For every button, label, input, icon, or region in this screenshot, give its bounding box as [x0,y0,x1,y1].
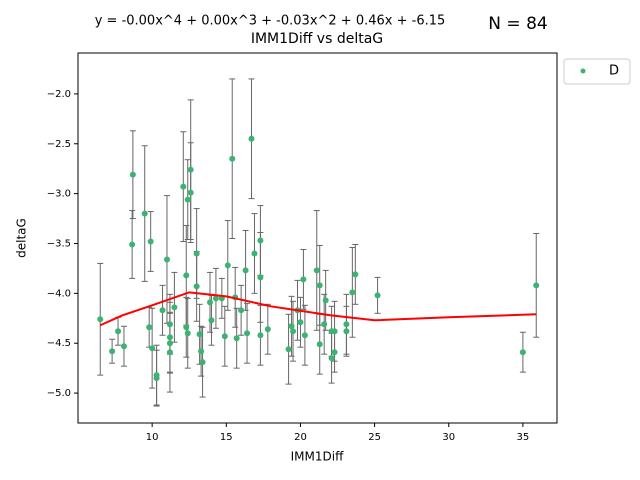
point [322,297,329,304]
y-tick-label: −2.0 [47,89,71,100]
legend [563,58,631,85]
x-tick-label: 35 [517,432,530,443]
point [208,317,215,324]
point [109,348,116,355]
x-axis-label: IMM1Diff [291,450,344,464]
y-tick-label: −5.0 [47,388,71,399]
point [180,183,187,190]
point [193,250,200,257]
point [331,349,338,356]
point [184,330,191,337]
point [129,241,136,248]
point [244,330,251,337]
point [251,250,258,257]
point [120,343,127,350]
point [166,349,173,356]
point [290,328,297,335]
point [297,319,304,326]
point [264,326,271,333]
point [349,289,356,296]
point [212,295,219,302]
point [159,307,166,314]
point [163,256,170,263]
point [183,324,190,331]
point [166,340,173,347]
point [196,331,203,338]
point [229,155,236,162]
point [238,307,245,314]
point [115,328,122,335]
axes-frame [77,52,558,424]
point [257,274,264,281]
legend-marker [580,68,586,74]
chart-title: IMM1Diff vs deltaG [251,31,383,47]
y-tick-label: −3.0 [47,189,71,200]
point [352,271,359,278]
point [343,321,350,328]
point [146,324,153,331]
x-tick-label: 25 [368,432,381,443]
point [316,341,323,348]
point [206,299,213,306]
point [301,332,308,339]
point [141,210,148,217]
point [187,166,194,173]
point [198,348,205,355]
plot-area [97,78,540,407]
point [533,282,540,289]
point [343,328,350,335]
point [184,196,191,203]
point [221,333,228,340]
y-tick-label: −4.5 [47,338,71,349]
point [129,171,136,178]
point [374,292,381,299]
point [233,335,240,342]
fit-line [99,291,537,327]
y-tick-label: −2.5 [47,139,71,150]
point [153,375,160,382]
point [97,316,104,323]
point [166,334,173,341]
point [199,359,206,366]
point [313,267,320,274]
x-tick-label: 15 [220,432,233,443]
point [183,272,190,279]
x-tick-label: 30 [442,432,455,443]
point [316,282,323,289]
point [331,328,338,335]
point [257,332,264,339]
y-tick-label: −3.5 [47,238,71,249]
point [193,283,200,290]
x-tick-label: 20 [294,432,307,443]
y-axis-label: deltaG [15,218,29,258]
point [328,355,335,362]
y-tick-label: −4.0 [47,288,71,299]
point [242,267,249,274]
point [321,321,328,328]
equation: y = -0.00x^4 + 0.00x^3 + -0.03x^2 + 0.46… [95,14,446,29]
point [187,189,194,196]
legend-label: D [609,64,619,79]
count-label: N = 84 [488,14,547,34]
point [285,346,292,353]
point [248,135,255,142]
point [224,262,231,269]
point [257,237,264,244]
point [288,323,295,330]
point [519,349,526,356]
point [166,321,173,328]
point [147,238,154,245]
point [171,304,178,311]
x-tick-label: 10 [146,432,159,443]
point [300,276,307,283]
point [149,345,156,352]
